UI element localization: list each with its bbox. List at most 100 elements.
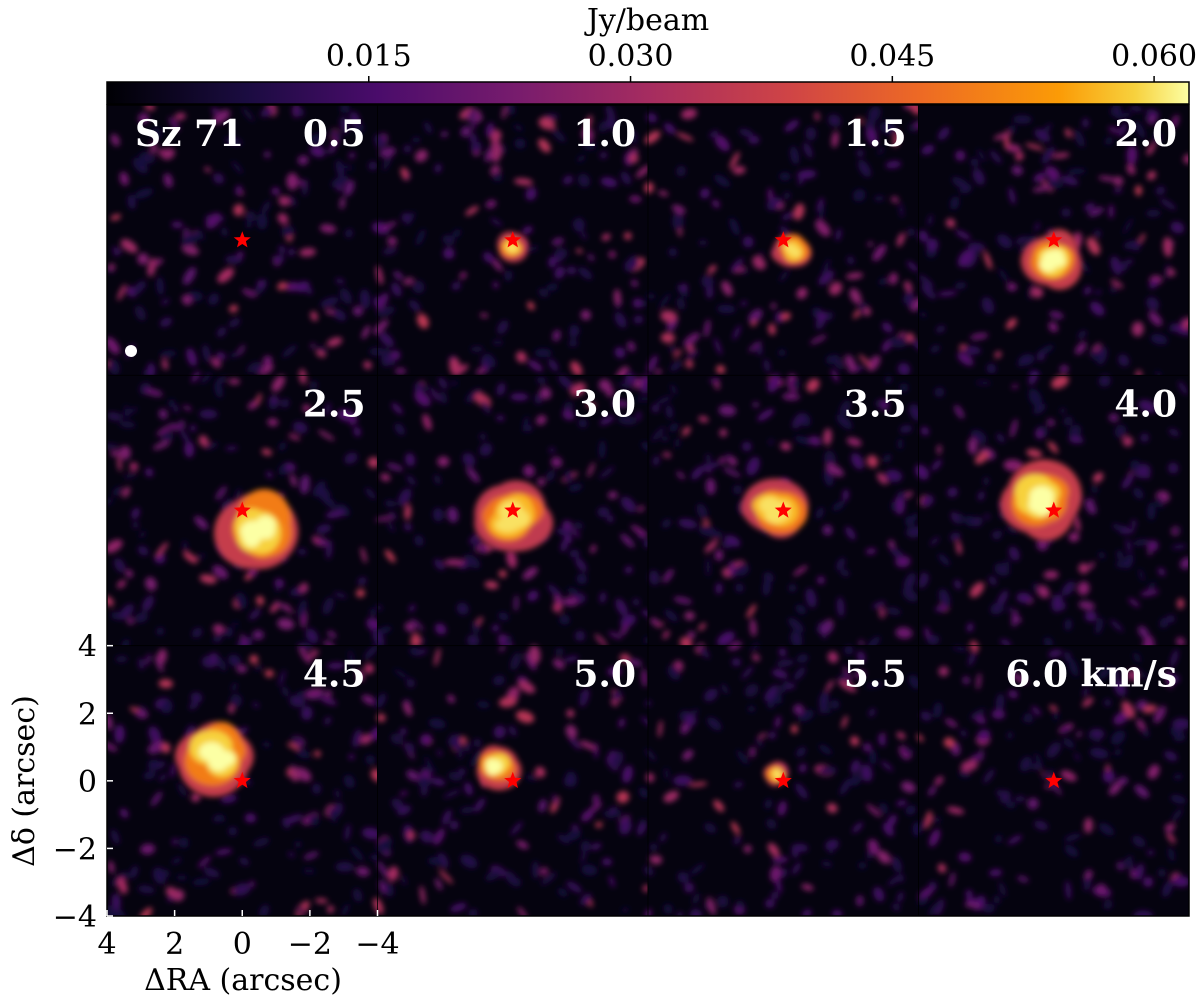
noise-speckle	[672, 212, 684, 231]
noise-speckle	[309, 133, 326, 144]
noise-speckle	[565, 724, 578, 739]
noise-speckle	[1108, 204, 1114, 219]
noise-speckle	[154, 655, 164, 673]
noise-speckle	[1043, 570, 1059, 580]
noise-speckle	[748, 135, 760, 145]
noise-speckle	[228, 378, 241, 385]
noise-speckle	[306, 688, 324, 697]
noise-speckle	[314, 750, 321, 758]
noise-speckle	[660, 332, 675, 344]
noise-speckle	[132, 280, 146, 296]
noise-speckle	[233, 883, 251, 896]
noise-speckle	[636, 411, 641, 421]
noise-speckle	[652, 455, 660, 466]
noise-speckle	[394, 423, 405, 436]
noise-speckle	[349, 415, 358, 426]
noise-speckle	[620, 623, 629, 636]
noise-speckle	[329, 137, 339, 153]
noise-speckle	[1046, 180, 1064, 189]
noise-speckle	[117, 284, 127, 301]
noise-speckle	[525, 187, 537, 201]
noise-speckle	[277, 213, 289, 225]
noise-speckle	[297, 155, 309, 166]
noise-speckle	[1121, 528, 1135, 534]
noise-speckle	[599, 415, 614, 425]
noise-speckle	[150, 791, 163, 807]
noise-speckle	[662, 630, 670, 640]
noise-speckle	[891, 856, 902, 873]
noise-speckle	[158, 679, 173, 689]
noise-speckle	[888, 539, 895, 550]
noise-speckle	[470, 106, 475, 125]
noise-speckle	[235, 185, 242, 195]
noise-speckle	[434, 878, 443, 891]
noise-speckle	[194, 516, 209, 530]
noise-speckle	[158, 148, 166, 156]
noise-speckle	[532, 860, 540, 880]
noise-speckle	[116, 579, 127, 589]
noise-speckle	[607, 667, 622, 677]
noise-speckle	[825, 680, 834, 692]
noise-speckle	[414, 390, 431, 407]
x-tick-label: 0	[233, 927, 252, 962]
panel-border	[918, 645, 1189, 916]
noise-speckle	[1092, 472, 1104, 483]
noise-speckle	[896, 800, 907, 807]
noise-speckle	[153, 440, 170, 450]
noise-speckle	[927, 214, 933, 226]
noise-speckle	[198, 435, 209, 447]
noise-speckle	[563, 401, 574, 412]
noise-speckle	[1011, 609, 1018, 627]
noise-speckle	[470, 749, 482, 768]
noise-speckle	[684, 882, 694, 893]
noise-speckle	[387, 866, 399, 882]
noise-speckle	[145, 577, 157, 591]
noise-speckle	[967, 242, 986, 252]
panel-grid	[107, 105, 1189, 916]
noise-speckle	[599, 152, 608, 159]
noise-speckle	[970, 333, 989, 340]
noise-speckle	[580, 847, 587, 865]
noise-speckle	[433, 828, 445, 846]
noise-speckle	[733, 266, 746, 274]
noise-speckle	[644, 866, 654, 876]
noise-speckle	[627, 658, 643, 667]
noise-speckle	[651, 404, 660, 413]
noise-speckle	[1183, 154, 1189, 164]
noise-speckle	[673, 775, 693, 786]
noise-speckle	[1126, 163, 1136, 175]
noise-speckle	[397, 805, 411, 816]
channel-panel	[373, 644, 655, 916]
noise-speckle	[762, 578, 771, 596]
noise-speckle	[522, 415, 529, 433]
noise-speckle	[856, 895, 864, 907]
noise-speckle	[698, 525, 717, 537]
noise-speckle	[741, 441, 752, 452]
noise-speckle	[202, 344, 211, 363]
noise-speckle	[563, 175, 573, 185]
noise-speckle	[892, 903, 901, 911]
emission-blob	[1020, 229, 1083, 290]
noise-speckle	[1167, 847, 1175, 862]
noise-speckle	[978, 749, 984, 762]
noise-speckle	[627, 341, 636, 352]
noise-speckle	[899, 425, 913, 433]
noise-speckle	[968, 651, 976, 667]
noise-speckle	[852, 822, 864, 833]
noise-speckle	[296, 690, 307, 697]
noise-speckle	[780, 442, 792, 451]
velocity-label: 3.0	[573, 383, 636, 425]
noise-speckle	[1060, 770, 1077, 782]
noise-speckle	[271, 375, 285, 392]
noise-speckle	[419, 384, 434, 392]
noise-speckle	[536, 415, 547, 426]
noise-speckle	[231, 160, 243, 174]
noise-speckle	[1037, 353, 1045, 361]
noise-speckle	[331, 175, 349, 188]
noise-speckle	[165, 886, 178, 898]
noise-speckle	[972, 168, 985, 186]
noise-speckle	[888, 272, 898, 285]
noise-speckle	[778, 680, 789, 695]
noise-speckle	[1045, 166, 1060, 181]
noise-speckle	[415, 149, 428, 162]
